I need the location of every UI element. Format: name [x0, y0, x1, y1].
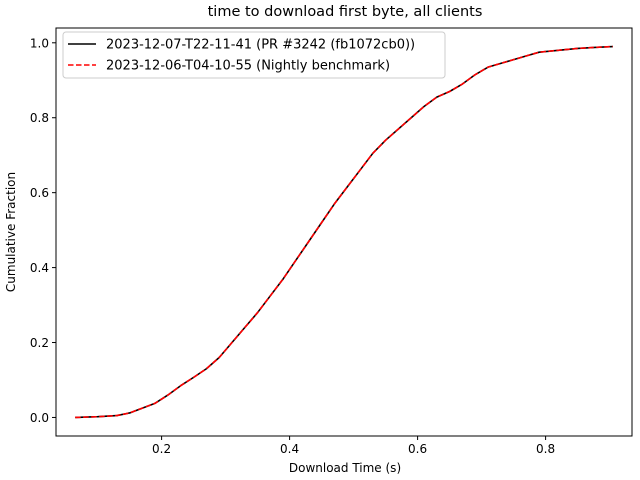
chart-title: time to download first byte, all clients — [208, 4, 483, 20]
x-tick-label: 0.6 — [408, 442, 427, 456]
plot-area — [75, 45, 613, 419]
y-tick-label: 0.6 — [30, 186, 49, 200]
y-tick-label: 0.8 — [30, 111, 49, 125]
y-axis-label: Cumulative Fraction — [4, 172, 18, 292]
y-tick-label: 0.2 — [30, 336, 49, 350]
y-tick-label: 0.4 — [30, 261, 49, 275]
legend-entry-pr: 2023-12-07-T22-11-41 (PR #3242 (fb1072cb… — [106, 38, 415, 53]
x-axis-label: Download Time (s) — [289, 461, 401, 475]
x-tick-label: 0.2 — [152, 442, 171, 456]
series-line-nightly — [75, 45, 613, 419]
y-tick-label: 0.0 — [30, 411, 49, 425]
plot-frame — [55, 27, 633, 437]
y-tick-label: 1.0 — [30, 36, 49, 50]
legend-entry-nightly: 2023-12-06-T04-10-55 (Nightly benchmark) — [106, 59, 390, 74]
legend: 2023-12-07-T22-11-41 (PR #3242 (fb1072cb… — [62, 31, 446, 79]
x-axis: 0.2 0.4 0.6 0.8 — [152, 436, 555, 456]
legend-box — [62, 31, 446, 79]
y-axis: 0.0 0.2 0.4 0.6 0.8 1.0 — [30, 36, 56, 425]
x-tick-label: 0.8 — [536, 442, 555, 456]
x-tick-label: 0.4 — [280, 442, 299, 456]
